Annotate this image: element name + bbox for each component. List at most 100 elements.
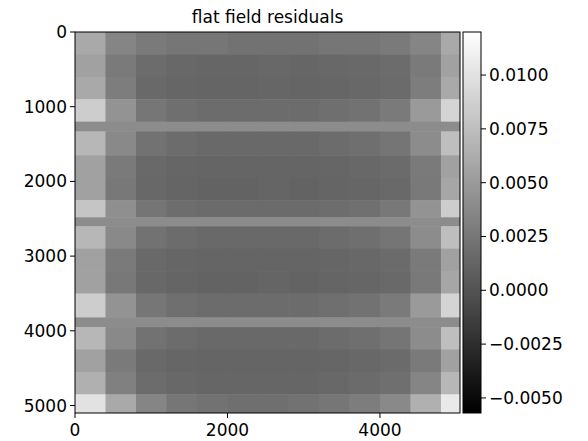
heat-cell <box>105 131 136 155</box>
heat-cell <box>441 99 460 122</box>
heat-cell <box>441 131 460 155</box>
heat-cell <box>166 155 197 178</box>
heat-cell <box>258 271 289 294</box>
heat-cell <box>410 350 441 373</box>
heat-cell <box>410 327 441 350</box>
heat-cell <box>166 249 197 272</box>
heat-cell <box>197 77 228 100</box>
heat-cell <box>288 327 319 350</box>
heat-cell <box>166 32 197 55</box>
y-tick-label: 3000 <box>24 246 67 266</box>
heat-cell <box>258 122 289 132</box>
colorbar-tick <box>481 397 486 398</box>
heat-cell <box>166 122 197 132</box>
heat-cell <box>166 200 197 218</box>
colorbar <box>463 32 481 413</box>
heat-cell <box>349 226 380 249</box>
heat-cell <box>227 99 258 122</box>
heat-cell <box>197 122 228 132</box>
heat-cell <box>227 327 258 350</box>
heat-cell <box>380 249 411 272</box>
heat-cell <box>441 155 460 178</box>
heat-cell <box>410 394 441 413</box>
heat-cell <box>441 178 460 201</box>
heat-cell <box>197 217 228 226</box>
heat-cell <box>166 99 197 122</box>
heat-cell <box>441 217 460 226</box>
heat-cell <box>258 317 289 327</box>
heat-cell <box>258 327 289 350</box>
heat-cell <box>258 178 289 201</box>
heat-cell <box>319 200 350 218</box>
heat-cell <box>227 122 258 132</box>
heat-cell <box>227 32 258 55</box>
heat-cell <box>227 271 258 294</box>
heat-cell <box>288 372 319 395</box>
heat-cell <box>288 394 319 413</box>
heat-cell <box>166 327 197 350</box>
heat-cell <box>197 350 228 373</box>
heat-cell <box>197 131 228 155</box>
heat-cell <box>227 155 258 178</box>
colorbar-tick <box>481 182 486 183</box>
heat-cell <box>197 394 228 413</box>
heat-cell <box>197 32 228 55</box>
colorbar-tick-label: 0.0075 <box>489 119 548 139</box>
heat-cell <box>166 350 197 373</box>
heat-cell <box>441 271 460 294</box>
heat-cell <box>75 200 106 218</box>
heat-cell <box>166 77 197 100</box>
heat-cell <box>349 99 380 122</box>
heat-cell <box>349 178 380 201</box>
heat-cell <box>380 394 411 413</box>
heat-cell <box>441 317 460 327</box>
heat-cell <box>136 372 167 395</box>
colorbar-tick-label: 0.0050 <box>489 173 548 193</box>
heat-cell <box>380 155 411 178</box>
heat-cell <box>380 32 411 55</box>
heat-cell <box>349 32 380 55</box>
x-tick <box>75 413 76 418</box>
heat-cell <box>319 155 350 178</box>
heat-cell <box>105 271 136 294</box>
heat-cell <box>166 178 197 201</box>
heat-cell <box>197 293 228 317</box>
heat-cell <box>166 271 197 294</box>
heat-cell <box>197 327 228 350</box>
heat-cell <box>197 99 228 122</box>
heat-cell <box>136 293 167 317</box>
heat-cell <box>105 77 136 100</box>
heat-cell <box>349 327 380 350</box>
colorbar-tick-label: −0.0050 <box>489 388 563 408</box>
heat-cell <box>349 200 380 218</box>
y-tick <box>70 405 75 406</box>
x-tick <box>227 413 228 418</box>
heat-cell <box>227 249 258 272</box>
y-tick-label: 0 <box>56 22 67 42</box>
heat-cell <box>136 271 167 294</box>
heat-cell <box>319 372 350 395</box>
heat-cell <box>441 293 460 317</box>
heat-cell <box>410 200 441 218</box>
heat-cell <box>349 271 380 294</box>
heat-cell <box>105 99 136 122</box>
heat-cell <box>75 327 106 350</box>
heat-cell <box>136 99 167 122</box>
heat-cell <box>227 131 258 155</box>
heat-cell <box>166 293 197 317</box>
colorbar-tick <box>481 290 486 291</box>
heat-cell <box>441 54 460 77</box>
heat-cell <box>75 394 106 413</box>
heat-cell <box>288 271 319 294</box>
heat-cell <box>166 226 197 249</box>
heat-cell <box>410 122 441 132</box>
heat-cell <box>349 131 380 155</box>
heat-cell <box>105 372 136 395</box>
heat-cell <box>349 54 380 77</box>
heat-cell <box>258 226 289 249</box>
heat-cell <box>288 317 319 327</box>
heat-cell <box>227 54 258 77</box>
heat-cell <box>410 226 441 249</box>
heat-cell <box>75 226 106 249</box>
heat-cell <box>227 293 258 317</box>
